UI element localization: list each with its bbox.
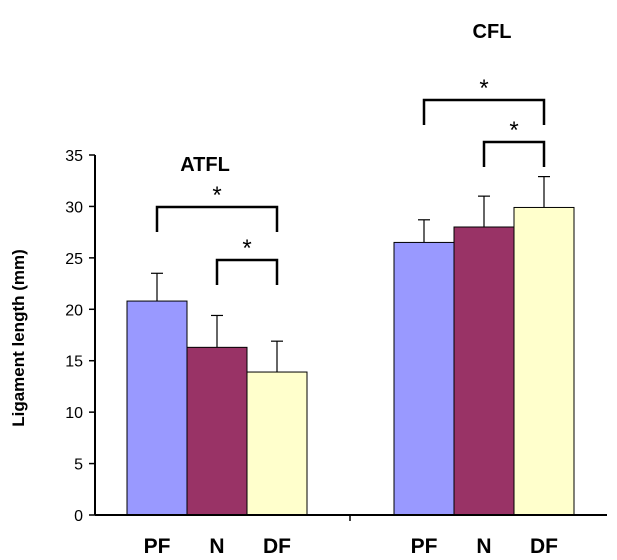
y-tick-label: 10 — [65, 405, 83, 422]
significance-bracket — [482, 140, 546, 167]
y-tick-label: 0 — [74, 508, 83, 525]
x-tick-label: DF — [530, 535, 558, 558]
y-tick-label: 20 — [65, 302, 83, 319]
y-tick-label: 15 — [65, 354, 83, 371]
x-tick-label: PF — [144, 535, 171, 558]
bars-layer: ATFL * * CFL * * — [126, 21, 575, 516]
y-tick-label: 35 — [65, 148, 83, 165]
bar-cfl-n — [453, 226, 515, 516]
group-title-atfl: ATFL — [180, 154, 230, 176]
bar-atfl-df — [246, 371, 308, 516]
bar-atfl-n — [186, 346, 248, 516]
significance-star: * — [509, 117, 518, 144]
x-tick-label: PF — [411, 535, 438, 558]
x-tick-label: N — [209, 535, 224, 558]
x-axis: PF N DF PF N DF — [95, 514, 607, 558]
significance-star: * — [479, 75, 488, 102]
significance-bracket — [422, 98, 546, 125]
y-tick-label: 5 — [74, 457, 83, 474]
bar-cfl-df — [513, 206, 575, 516]
bar-atfl-pf — [126, 300, 188, 516]
y-tick-label: 25 — [65, 251, 83, 268]
significance-bracket — [155, 205, 279, 232]
significance-bracket — [215, 258, 279, 285]
y-tick-label: 30 — [65, 199, 83, 216]
significance-star: * — [242, 235, 251, 262]
y-axis: 0 5 10 15 20 25 30 35 — [65, 148, 96, 525]
group-title-cfl: CFL — [473, 21, 512, 43]
bar-cfl-pf — [393, 241, 455, 516]
significance-star: * — [212, 182, 221, 209]
x-tick-label: N — [476, 535, 491, 558]
y-axis-label: Ligament length (mm) — [9, 249, 28, 427]
x-tick-label: DF — [263, 535, 291, 558]
